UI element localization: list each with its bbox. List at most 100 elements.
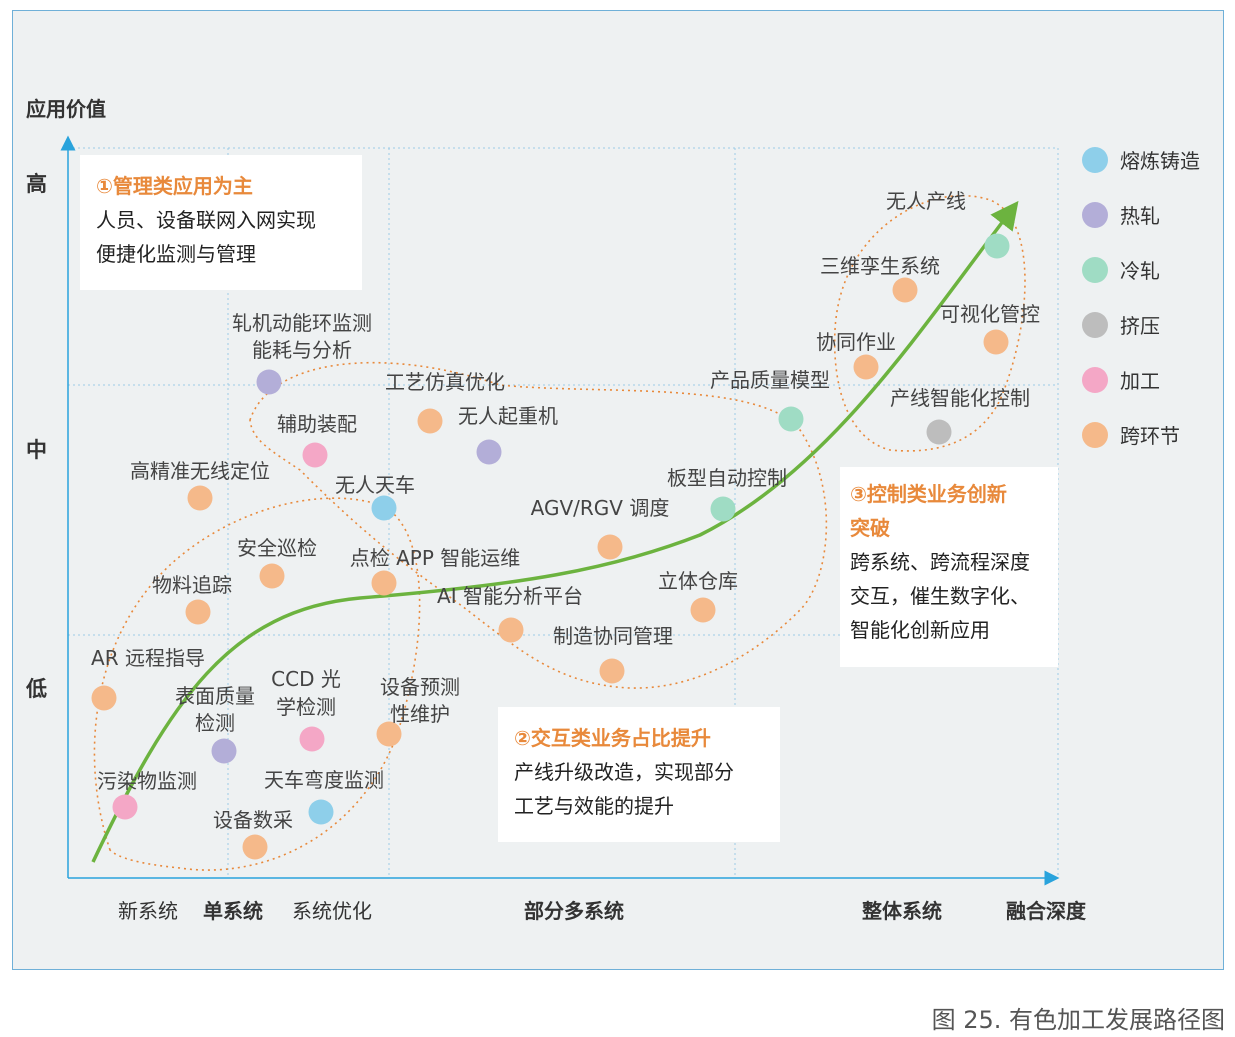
point-label: AR 远程指导	[91, 646, 205, 670]
legend-label: 熔炼铸造	[1120, 149, 1200, 173]
legend-swatch	[1082, 311, 1108, 338]
stage-3-line-2: 交互，催生数字化、	[850, 584, 1030, 608]
point-label: 可视化管控	[940, 302, 1040, 326]
point-dot	[926, 419, 952, 445]
point-dot	[376, 721, 402, 747]
point-dot	[185, 599, 211, 625]
cluster-3-outline	[833, 195, 1026, 452]
point-label: 设备预测	[380, 675, 460, 699]
point-dot	[597, 534, 623, 560]
y-axis-title: 应用价值	[26, 97, 106, 121]
stage-1-title: ①管理类应用为主	[96, 174, 253, 198]
legend-label: 跨环节	[1120, 424, 1180, 448]
x-level-opt: 系统优化	[292, 899, 372, 923]
stage-2-title: ②交互类业务占比提升	[514, 726, 711, 750]
point-dot	[91, 685, 117, 711]
stage-3-title-2: 突破	[850, 516, 890, 540]
point-dot	[417, 408, 443, 434]
point-dot	[984, 233, 1010, 259]
point-label: 性维护	[390, 702, 450, 726]
stage-2-box: ②交互类业务占比提升 产线升级改造，实现部分 工艺与效能的提升	[498, 707, 780, 842]
point-label: 物料追踪	[152, 573, 232, 597]
point-dot	[308, 799, 334, 825]
stage-3-title: ③控制类业务创新	[850, 482, 1007, 506]
point-label: 安全巡检	[237, 536, 317, 560]
y-level-mid: 中	[26, 438, 47, 462]
point-dot	[476, 439, 502, 465]
point-label: 协同作业	[816, 330, 896, 354]
legend-item: 熔炼铸造	[1082, 145, 1200, 174]
x-level-partial: 部分多系统	[524, 899, 624, 923]
point-label: 无人天车	[335, 473, 415, 497]
stage-1-box: ①管理类应用为主 人员、设备联网入网实现 便捷化监测与管理	[80, 155, 362, 290]
stage-3-box: ③控制类业务创新 突破 跨系统、跨流程深度 交互，催生数字化、 智能化创新应用	[840, 467, 1058, 667]
legend-item: 挤压	[1082, 310, 1160, 339]
legend-swatch	[1082, 146, 1108, 173]
point-label: 污染物监测	[97, 769, 197, 793]
stage-3-line-3: 智能化创新应用	[850, 618, 990, 642]
point-label: AGV/RGV 调度	[531, 496, 670, 520]
figure-caption: 图 25. 有色加工发展路径图	[931, 1006, 1225, 1034]
point-label: 三维孪生系统	[820, 254, 940, 278]
point-label: 产品质量模型	[710, 368, 830, 392]
point-label: 无人起重机	[458, 404, 558, 428]
point-dot	[853, 354, 879, 380]
legend-item: 跨环节	[1082, 420, 1180, 449]
point-dot	[710, 496, 736, 522]
point-label: 辅助装配	[277, 412, 357, 436]
cluster-outlines	[93, 195, 1026, 871]
point-dot	[371, 570, 397, 596]
stage-2-line-1: 产线升级改造，实现部分	[514, 760, 734, 784]
point-label: 立体仓库	[658, 569, 738, 593]
point-dot	[302, 442, 328, 468]
point-label: 点检 APP 智能运维	[350, 546, 521, 570]
legend-label: 冷轧	[1120, 259, 1160, 283]
stage-1-line-1: 人员、设备联网入网实现	[96, 208, 316, 232]
point-dot	[690, 597, 716, 623]
legend-item: 热轧	[1082, 200, 1160, 229]
point-dot	[498, 617, 524, 643]
point-label: 制造协同管理	[553, 624, 673, 648]
stage-3-line-1: 跨系统、跨流程深度	[850, 550, 1030, 574]
point-dot	[983, 329, 1009, 355]
growth-arrow	[91, 200, 1019, 863]
y-level-high: 高	[26, 172, 47, 196]
stage-1-line-2: 便捷化监测与管理	[96, 242, 256, 266]
point-label: 表面质量	[175, 684, 255, 708]
x-axis-title: 融合深度	[1006, 899, 1087, 923]
point-label: 检测	[195, 711, 235, 735]
stage-2-line-2: 工艺与效能的提升	[514, 794, 674, 818]
point-dot	[599, 658, 625, 684]
legend-swatch	[1082, 366, 1108, 393]
legend-label: 热轧	[1120, 204, 1160, 228]
legend-label: 加工	[1120, 369, 1160, 393]
point-dot	[112, 794, 138, 820]
point-label: 产线智能化控制	[890, 386, 1030, 410]
legend-swatch	[1082, 421, 1108, 448]
point-label: 天车弯度监测	[264, 768, 384, 792]
legend-label: 挤压	[1120, 314, 1160, 338]
x-level-single: 单系统	[203, 899, 263, 923]
point-label: AI 智能分析平台	[437, 584, 583, 608]
point-label: 无人产线	[886, 189, 966, 213]
point-label: 学检测	[276, 695, 336, 719]
x-level-new: 新系统	[118, 899, 178, 923]
legend-swatch	[1082, 256, 1108, 283]
point-dot	[778, 406, 804, 432]
legend-item: 冷轧	[1082, 255, 1160, 284]
point-label: 能耗与分析	[252, 338, 352, 362]
point-dot	[256, 369, 282, 395]
point-label: 工艺仿真优化	[385, 370, 505, 394]
point-dot	[211, 738, 237, 764]
legend-item: 加工	[1082, 365, 1160, 394]
point-dot	[892, 277, 918, 303]
x-level-whole: 整体系统	[861, 899, 942, 923]
point-dot	[371, 495, 397, 521]
point-label: 设备数采	[213, 808, 293, 832]
point-dot	[259, 563, 285, 589]
point-label: 板型自动控制	[667, 466, 787, 490]
point-dot	[299, 726, 325, 752]
point-dot	[187, 485, 213, 511]
